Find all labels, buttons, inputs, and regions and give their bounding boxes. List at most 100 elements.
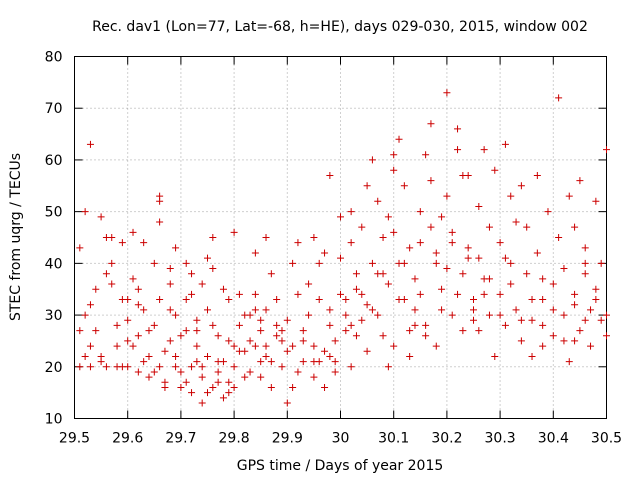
data-point-plus	[470, 316, 477, 324]
data-point-plus	[587, 306, 595, 314]
data-point-plus	[491, 352, 499, 360]
y-tick-label: 40	[45, 256, 63, 272]
data-point-plus	[198, 373, 206, 381]
data-point-plus	[581, 270, 589, 278]
data-point-plus	[395, 135, 403, 143]
chart-title: Rec. dav1 (Lon=77, Lat=-68, h=HE), days …	[92, 19, 588, 35]
data-point-plus	[241, 373, 249, 381]
data-point-plus	[102, 270, 110, 278]
data-point-plus	[283, 316, 291, 324]
data-point-plus	[145, 373, 153, 381]
data-point-plus	[81, 208, 89, 216]
data-point-plus	[246, 368, 254, 376]
data-point-plus	[129, 275, 137, 283]
y-axis-label: STEC from uqrg / TECUs	[8, 153, 24, 321]
data-point-plus	[145, 327, 153, 335]
data-point-plus	[352, 285, 360, 293]
data-point-plus	[427, 177, 435, 185]
data-point-plus	[331, 368, 339, 376]
data-point-plus	[571, 290, 579, 298]
data-point-plus	[416, 239, 424, 247]
data-point-plus	[485, 311, 493, 319]
data-point-plus	[432, 259, 440, 267]
data-point-plus	[571, 337, 579, 345]
data-point-plus	[379, 234, 387, 241]
data-point-plus	[278, 337, 286, 345]
data-point-plus	[337, 213, 344, 221]
data-point-plus	[150, 259, 158, 267]
data-point-plus	[549, 280, 557, 288]
y-tick-label: 50	[45, 205, 63, 221]
data-point-plus	[129, 342, 137, 350]
y-tick-label: 10	[45, 412, 63, 428]
data-point-plus	[209, 234, 217, 241]
x-tick-label: 30.4	[538, 431, 569, 447]
data-point-plus	[166, 265, 174, 273]
data-point-plus	[97, 358, 105, 366]
x-tick-label: 29.5	[59, 431, 90, 447]
data-point-plus	[140, 358, 148, 366]
data-point-plus	[587, 342, 595, 350]
data-point-plus	[496, 311, 504, 319]
data-point-plus	[422, 332, 430, 340]
data-point-plus	[225, 378, 233, 386]
data-point-plus	[368, 306, 376, 314]
data-point-plus	[310, 358, 318, 366]
data-point-plus	[512, 306, 520, 314]
data-point-plus	[406, 352, 414, 360]
data-point-plus	[188, 290, 196, 298]
data-point-plus	[251, 290, 259, 298]
data-point-plus	[571, 223, 579, 231]
data-point-plus	[156, 192, 164, 200]
data-point-plus	[565, 358, 573, 366]
data-point-plus	[97, 213, 105, 221]
data-point-plus	[193, 342, 201, 350]
data-point-plus	[501, 321, 509, 329]
data-point-plus	[92, 327, 100, 335]
data-point-plus	[549, 332, 557, 340]
x-tick-label: 30.3	[485, 431, 516, 447]
data-point-plus	[289, 342, 297, 350]
data-point-plus	[209, 265, 217, 273]
data-point-plus	[549, 306, 557, 314]
data-point-plus	[603, 332, 610, 340]
data-point-plus	[299, 327, 307, 335]
data-point-plus	[411, 321, 419, 329]
data-point-plus	[267, 383, 275, 391]
y-tick-label: 80	[45, 50, 63, 66]
data-point-plus	[379, 270, 387, 278]
data-point-plus	[262, 234, 270, 241]
data-point-plus	[470, 306, 477, 314]
data-point-plus	[352, 270, 360, 278]
data-point-plus	[422, 321, 430, 329]
data-point-plus	[86, 301, 94, 309]
data-point-plus	[102, 363, 110, 371]
data-point-plus	[571, 301, 579, 309]
data-point-plus	[262, 306, 270, 314]
data-point-plus	[347, 321, 355, 329]
data-point-plus	[134, 285, 142, 293]
data-point-plus	[326, 321, 334, 329]
data-point-plus	[555, 94, 563, 102]
data-point-plus	[230, 342, 238, 350]
data-point-plus	[406, 244, 414, 252]
data-point-plus	[416, 290, 424, 298]
data-point-plus	[443, 265, 451, 273]
data-point-plus	[294, 239, 302, 247]
data-point-plus	[448, 311, 456, 319]
data-point-plus	[134, 301, 142, 309]
data-point-plus	[118, 239, 126, 247]
data-point-plus	[214, 332, 222, 340]
data-point-plus	[235, 347, 243, 355]
data-point-plus	[480, 146, 488, 154]
y-tick-label: 20	[45, 360, 63, 376]
data-point-plus	[368, 156, 376, 164]
data-point-plus	[555, 234, 563, 241]
data-point-plus	[172, 311, 180, 319]
data-point-plus	[454, 290, 462, 298]
data-points	[76, 89, 610, 407]
data-point-plus	[363, 301, 371, 309]
data-point-plus	[289, 383, 297, 391]
data-point-plus	[347, 208, 355, 216]
